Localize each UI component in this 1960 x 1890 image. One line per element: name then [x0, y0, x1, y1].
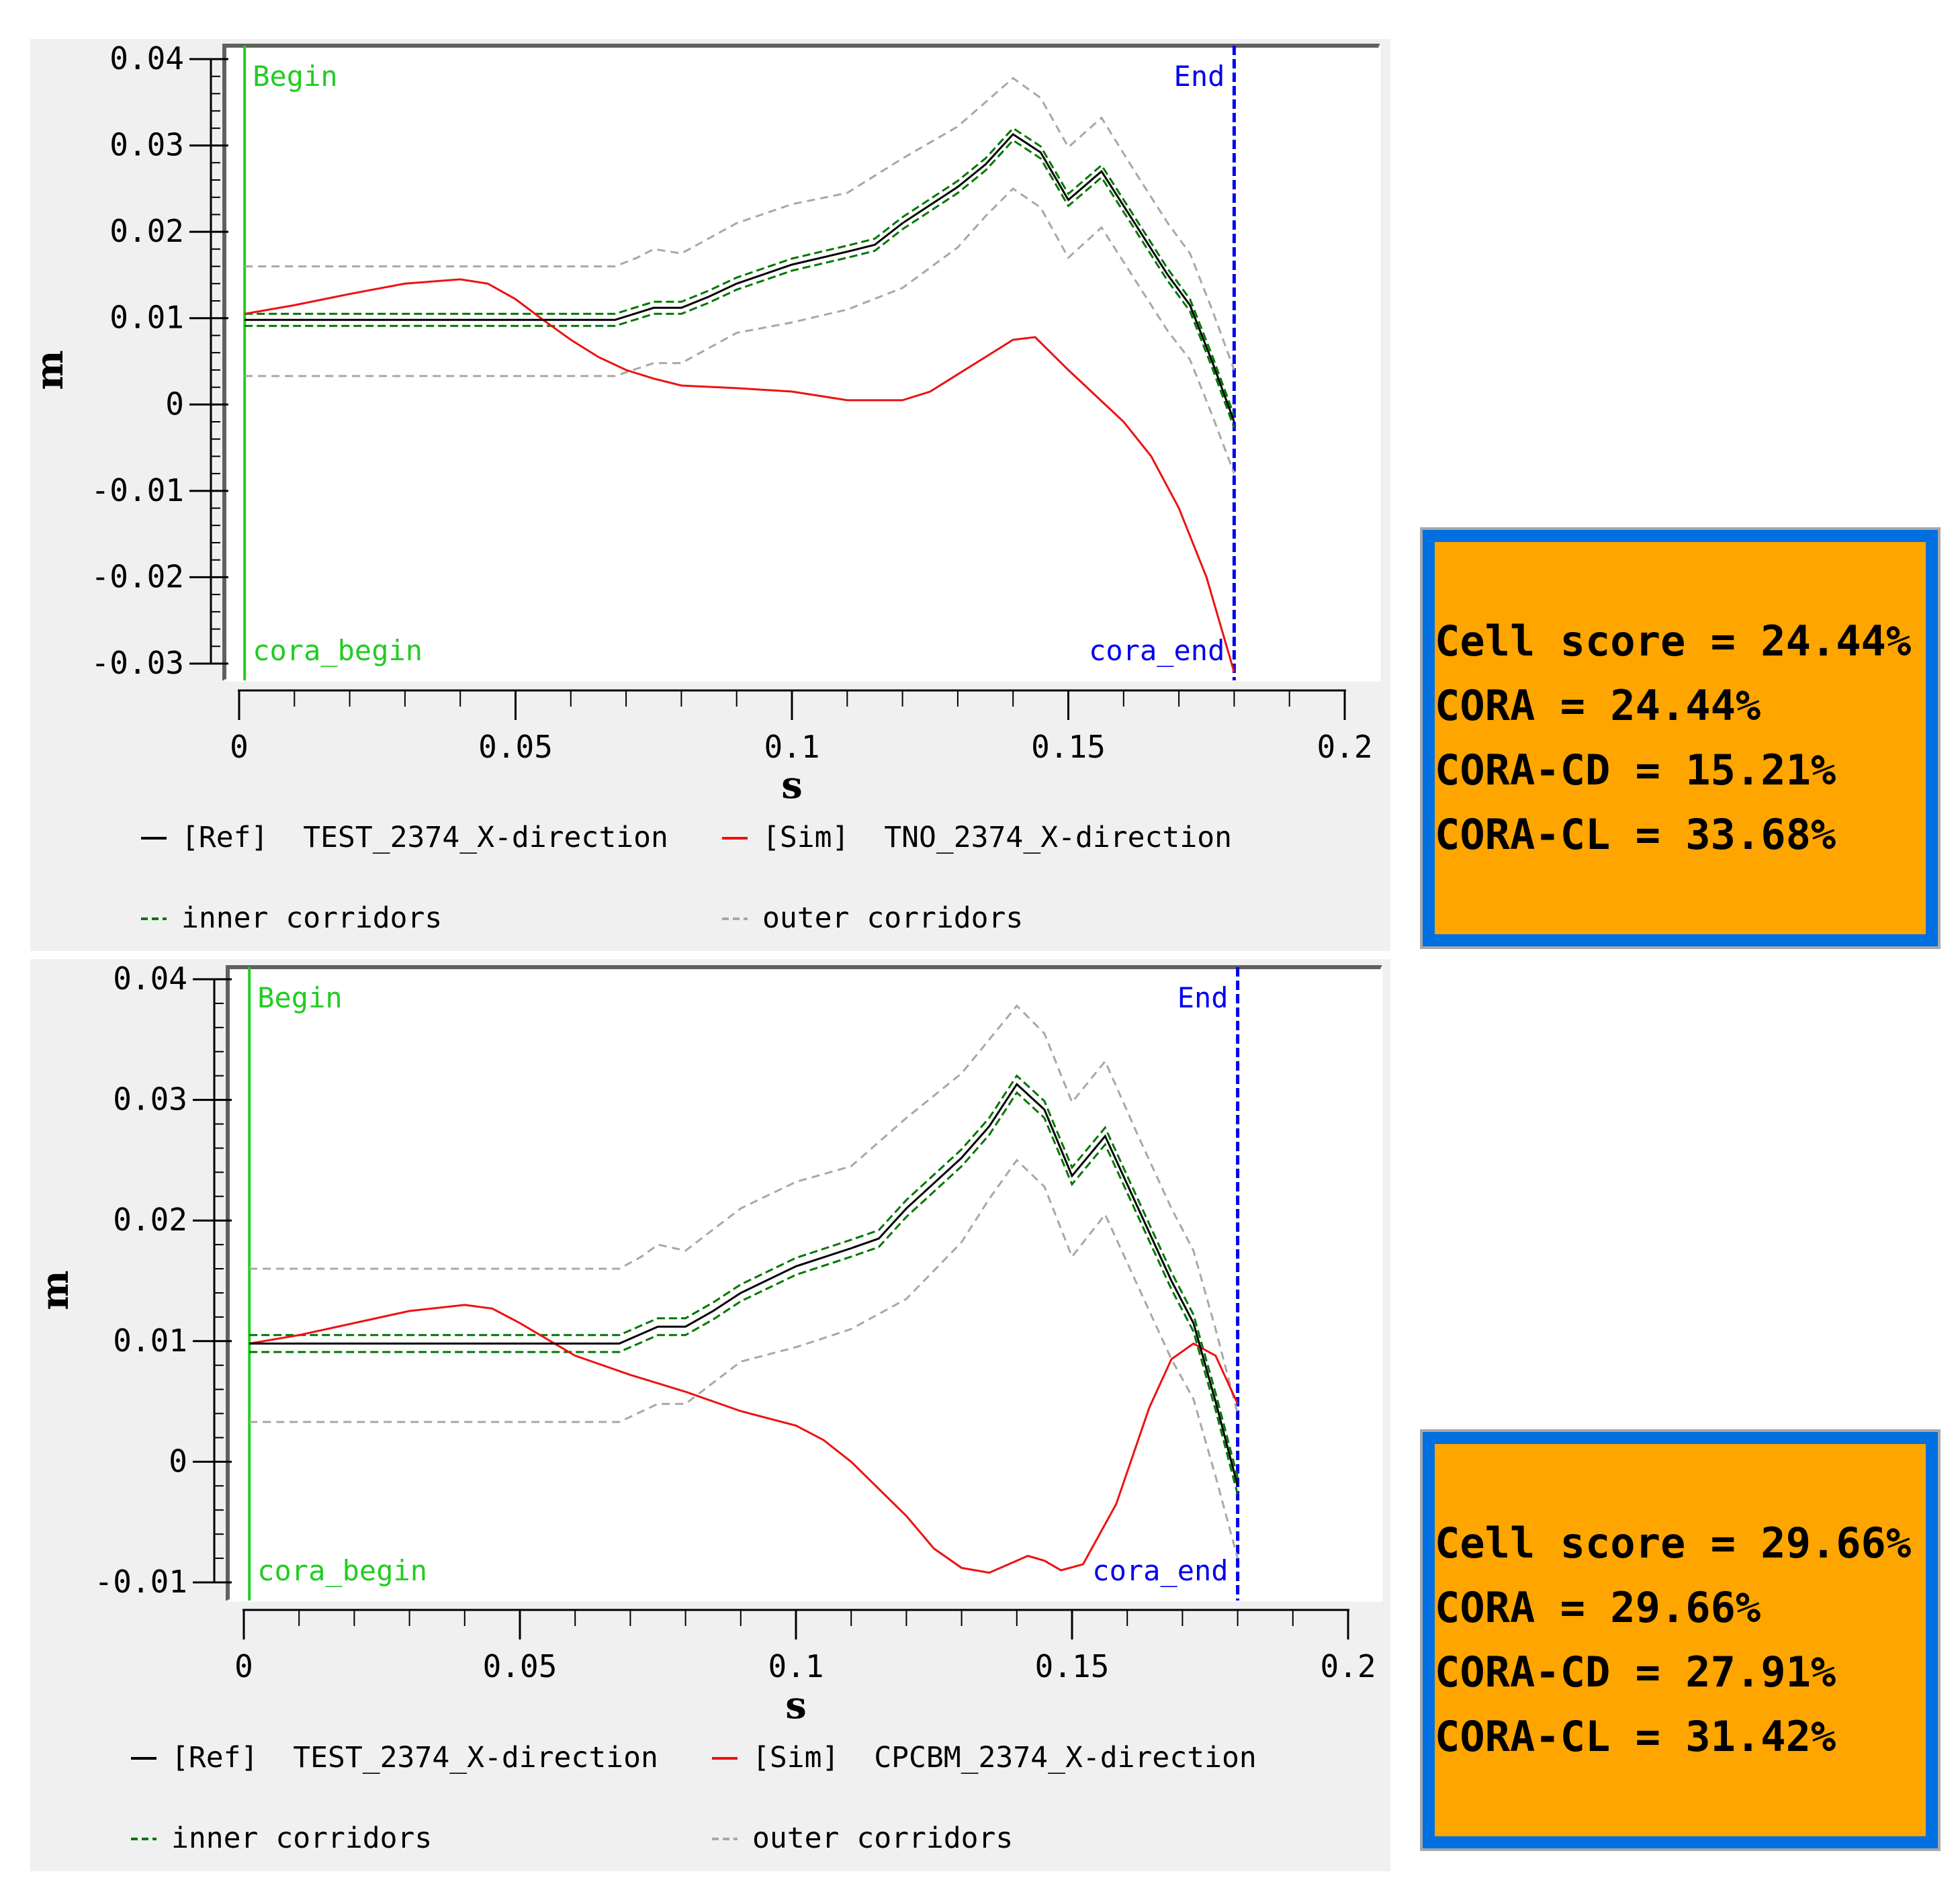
x-tick-label: 0	[230, 729, 249, 765]
begin-label: Begin	[253, 60, 337, 93]
plot-frame-shadow	[226, 965, 1382, 1601]
plot-area	[224, 46, 1380, 680]
inner-corridor-line	[249, 1074, 1239, 1478]
sim-series-line	[249, 1304, 1239, 1574]
cora-end-label: cora_end	[1089, 634, 1224, 667]
x-tick-label: 0.15	[1031, 729, 1106, 765]
y-tick-label: -0.03	[91, 645, 184, 681]
x-tick-label: 0.15	[1035, 1648, 1110, 1684]
y-tick-label: 0.04	[113, 960, 187, 997]
y-tick-label: -0.02	[91, 558, 184, 594]
begin-label: Begin	[257, 981, 342, 1014]
y-tick-label: 0.01	[113, 1322, 187, 1359]
cora-score: CORA = 24.44%	[1435, 681, 1761, 730]
cora-end-label: cora_end	[1092, 1554, 1228, 1587]
ref-series-line	[244, 132, 1235, 422]
y-tick-label: -0.01	[91, 472, 184, 508]
sim-series-line	[244, 278, 1235, 673]
y-axis-label: m	[33, 1270, 77, 1310]
end-label: End	[1174, 60, 1225, 93]
chart-2: 0.04 0.03 0.02 0.01 0 -0.01 m 0 0.05 0.1 0.15 0.2 s B…	[33, 960, 1383, 1855]
plot-series-group	[243, 46, 1236, 680]
cora-begin-label: cora_begin	[257, 1554, 427, 1587]
x-tick-label: 0.05	[478, 729, 553, 765]
y-tick-label: 0.01	[109, 300, 184, 336]
y-tick-label: 0.02	[109, 213, 184, 249]
outer-corridor-line	[249, 1004, 1239, 1414]
y-tick-label: 0.03	[109, 127, 184, 163]
legend-label-ref: [Ref] TEST_2374_X-direction	[171, 1741, 658, 1774]
cora-cl-score: CORA-CL = 33.68%	[1435, 810, 1836, 859]
end-label: End	[1177, 981, 1229, 1014]
chart-panel-2: 0.04 0.03 0.02 0.01 0 -0.01 m 0 0.05 0.1 0.15 0.2 s B…	[30, 959, 1390, 1871]
plot-frame-shadow	[222, 44, 1380, 680]
legend-label-inner: inner corridors	[181, 901, 442, 935]
x-tick-label: 0	[234, 1648, 253, 1684]
plot-frame-highlight	[224, 46, 1381, 682]
plot-frame-highlight	[228, 967, 1383, 1602]
outer-corridor-line	[244, 77, 1235, 371]
score-text-1: Cell score = 24.44% CORA = 24.44% CORA-C…	[1435, 609, 1926, 867]
score-text-2: Cell score = 29.66% CORA = 29.66% CORA-C…	[1435, 1511, 1926, 1769]
cora-cd-score: CORA-CD = 15.21%	[1435, 746, 1836, 795]
y-tick-label: 0.02	[113, 1202, 187, 1238]
outer-corridor-line	[244, 187, 1235, 474]
chart-panel-1: 0.04 0.03 0.02 0.01 0 -0.01 -0.02 -0.03 m 0 0.05 0.…	[30, 39, 1390, 951]
legend-label-outer: outer corridors	[762, 901, 1023, 935]
score-box-2: Cell score = 29.66% CORA = 29.66% CORA-C…	[1423, 1432, 1938, 1848]
y-tick-label: 0.03	[113, 1081, 187, 1118]
x-axis-label: s	[781, 763, 803, 807]
legend-label-ref: [Ref] TEST_2374_X-direction	[181, 821, 668, 854]
cell-score: Cell score = 29.66%	[1435, 1519, 1912, 1568]
cell-score: Cell score = 24.44%	[1435, 617, 1912, 666]
legend-label-outer: outer corridors	[752, 1821, 1013, 1855]
x-tick-label: 0.2	[1320, 1648, 1376, 1684]
plot-area	[228, 967, 1382, 1601]
cora-begin-label: cora_begin	[253, 634, 422, 667]
cora-cl-score: CORA-CL = 31.42%	[1435, 1712, 1836, 1761]
cora-cd-score: CORA-CD = 27.91%	[1435, 1648, 1836, 1697]
chart-1: 0.04 0.03 0.02 0.01 0 -0.01 -0.02 -0.03 m 0 0.05 0.…	[30, 40, 1381, 935]
cora-score: CORA = 29.66%	[1435, 1583, 1761, 1632]
ref-series-line	[249, 1083, 1239, 1486]
x-tick-label: 0.2	[1317, 729, 1372, 765]
plot-series-group	[248, 967, 1240, 1601]
y-tick-label: 0	[169, 1443, 187, 1479]
inner-corridor-line	[244, 126, 1235, 416]
score-box-1: Cell score = 24.44% CORA = 24.44% CORA-C…	[1423, 530, 1938, 946]
y-axis-label: m	[30, 350, 72, 390]
y-tick-label: 0.04	[109, 40, 184, 77]
legend-label-sim: [Sim] CPCBM_2374_X-direction	[752, 1741, 1257, 1774]
inner-corridor-line	[249, 1091, 1239, 1495]
y-tick-label: -0.01	[95, 1564, 187, 1600]
x-tick-label: 0.1	[768, 1648, 823, 1684]
y-tick-label: 0	[165, 386, 184, 422]
legend-label-sim: [Sim] TNO_2374_X-direction	[762, 821, 1232, 854]
x-tick-label: 0.1	[764, 729, 819, 765]
inner-corridor-line	[244, 138, 1235, 429]
legend-label-inner: inner corridors	[171, 1821, 432, 1855]
x-axis-label: s	[785, 1683, 807, 1727]
x-tick-label: 0.05	[483, 1648, 558, 1684]
